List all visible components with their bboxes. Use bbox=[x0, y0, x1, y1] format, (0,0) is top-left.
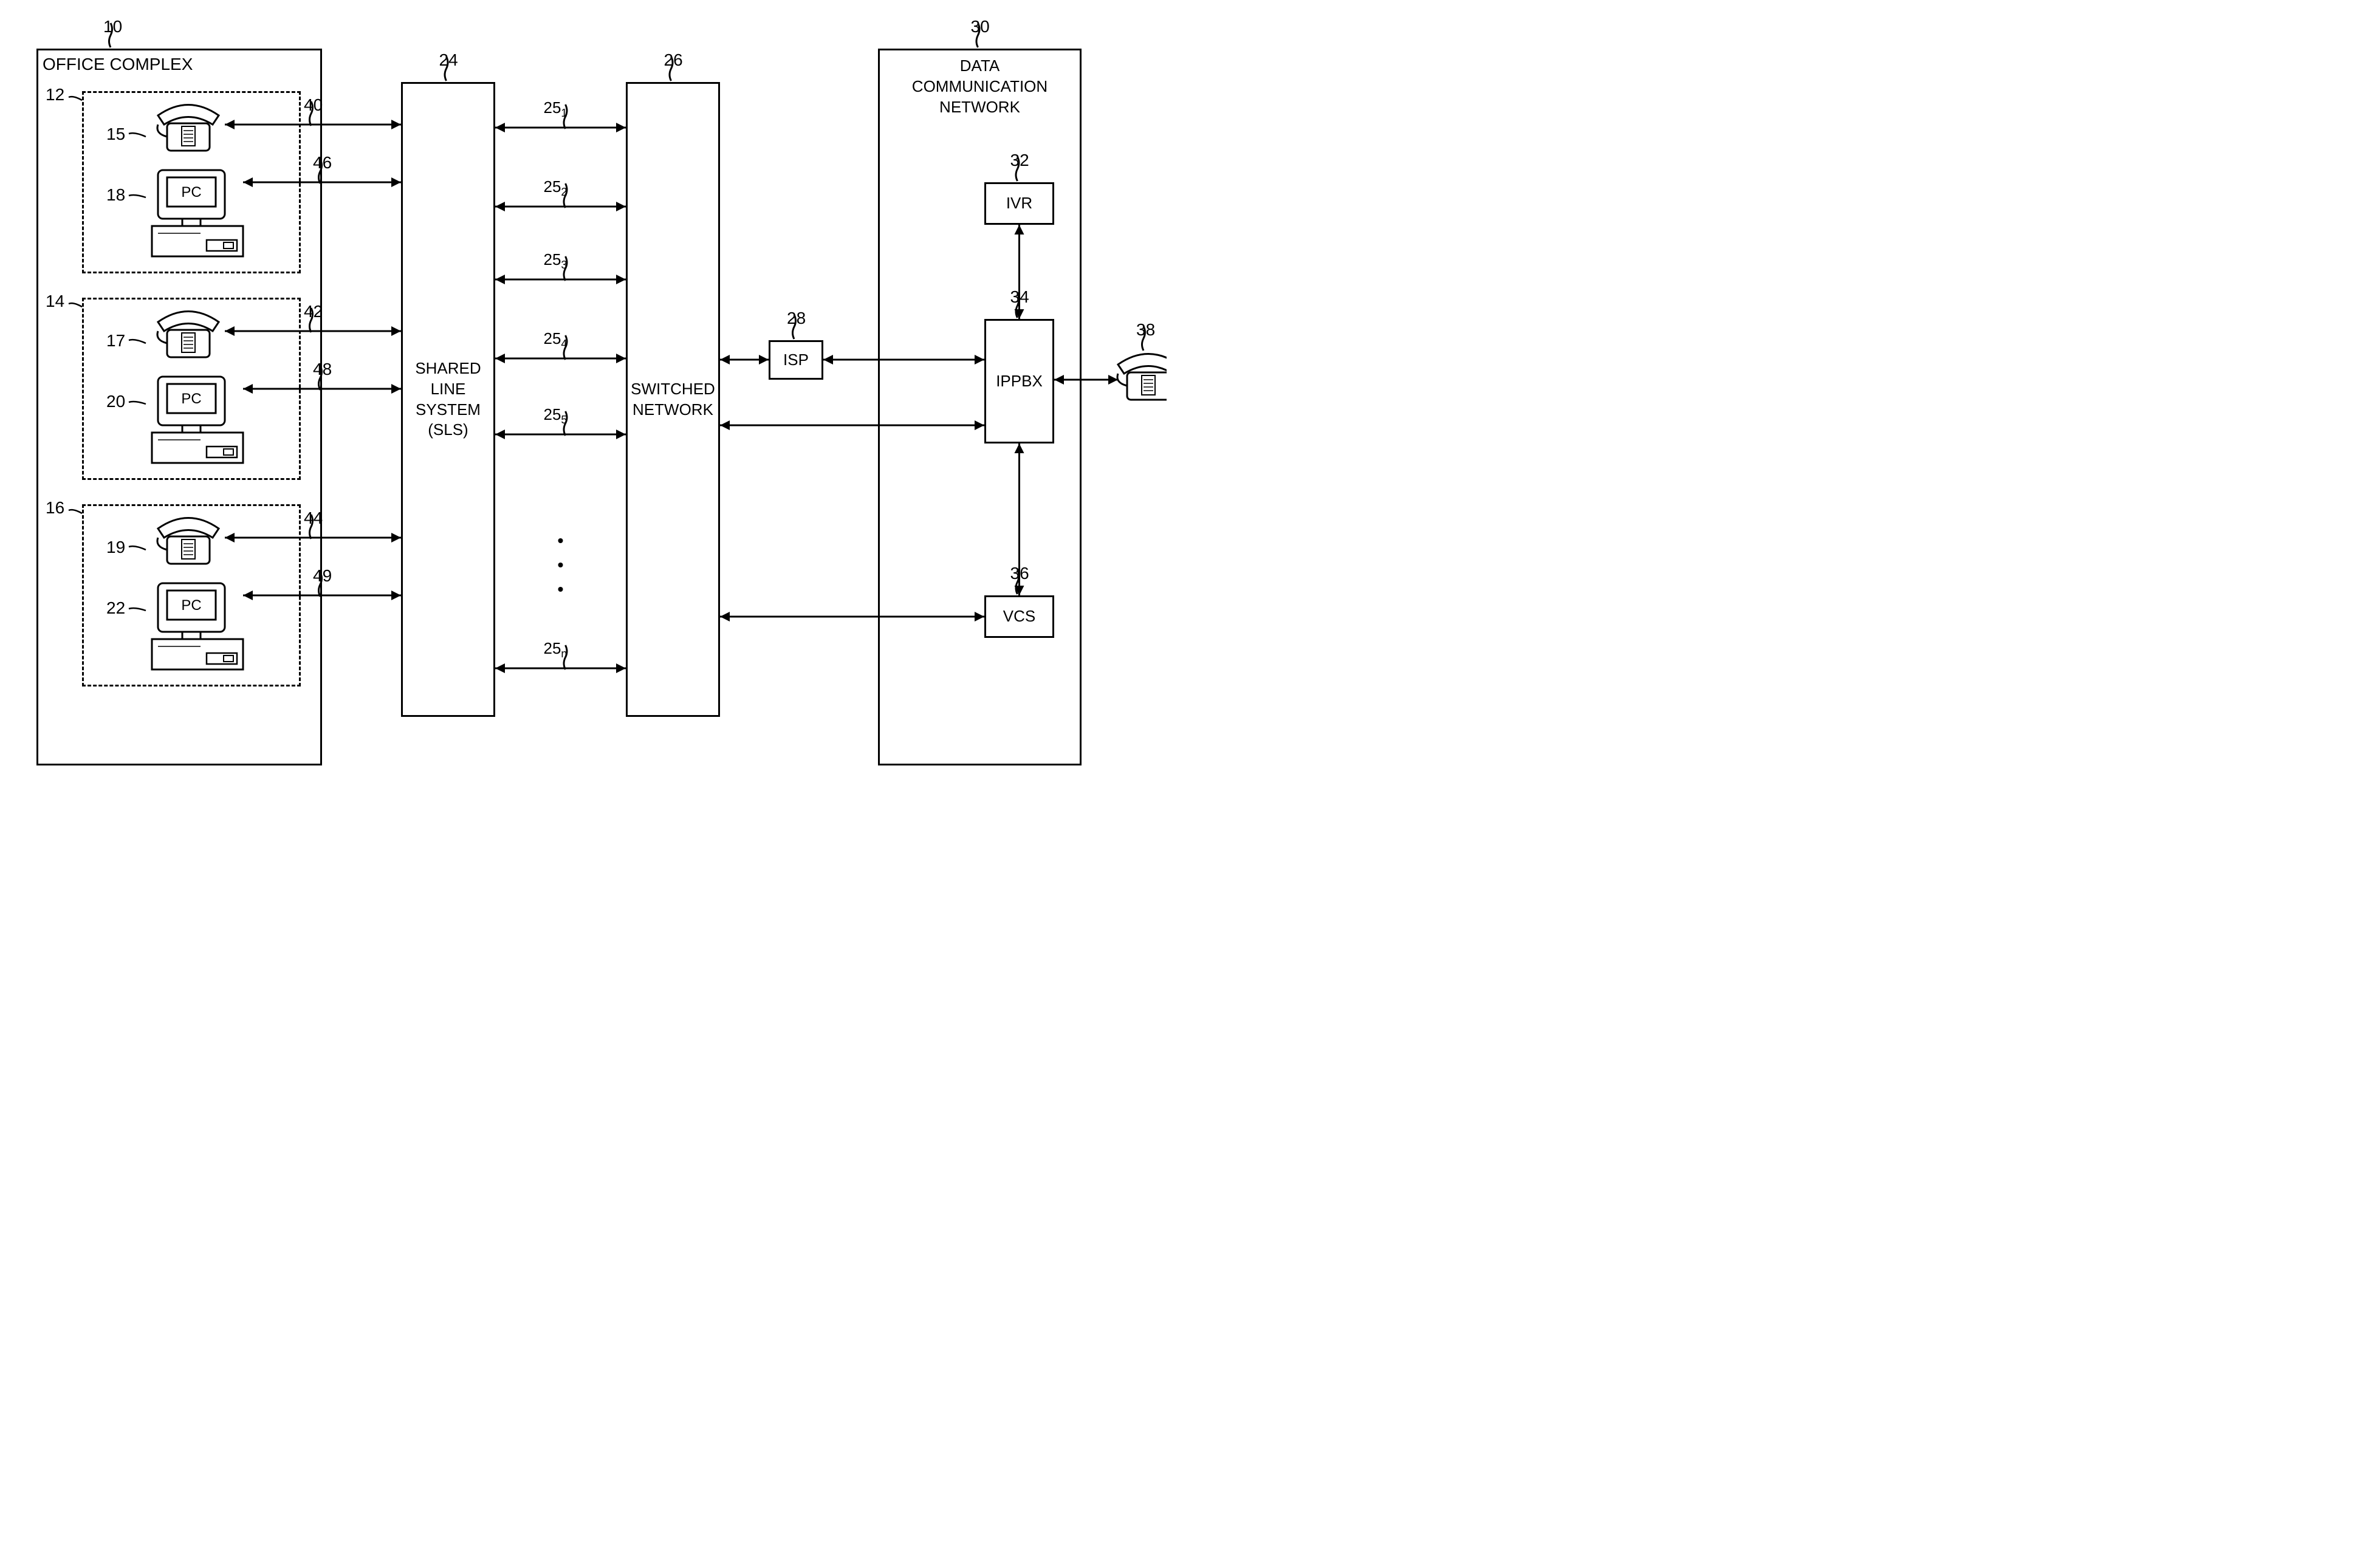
reference-number: 42 bbox=[304, 302, 323, 321]
reference-number: 14 bbox=[46, 292, 64, 311]
block-label: SWITCHEDNETWORK bbox=[626, 82, 720, 717]
reference-number: 49 bbox=[313, 566, 332, 586]
block-label: IVR bbox=[984, 182, 1054, 225]
reference-number: 26 bbox=[664, 50, 683, 70]
block-label: 254 bbox=[544, 329, 567, 351]
block-label: 25n bbox=[544, 639, 567, 660]
block-label: VCS bbox=[984, 595, 1054, 638]
reference-number: 48 bbox=[313, 360, 332, 379]
block-label: 253 bbox=[544, 250, 567, 272]
reference-number: 28 bbox=[787, 309, 806, 328]
reference-number: 17 bbox=[106, 331, 125, 351]
reference-number: 38 bbox=[1136, 320, 1155, 340]
reference-number: 18 bbox=[106, 185, 125, 205]
diagram-box bbox=[82, 91, 301, 273]
reference-number: 20 bbox=[106, 392, 125, 411]
block-label: ISP bbox=[769, 340, 823, 380]
diagram-box bbox=[82, 298, 301, 480]
reference-number: 46 bbox=[313, 153, 332, 173]
reference-number: 15 bbox=[106, 125, 125, 144]
block-label: 255 bbox=[544, 405, 567, 426]
reference-number: 34 bbox=[1010, 287, 1029, 307]
reference-number: 16 bbox=[46, 498, 64, 518]
reference-number: 12 bbox=[46, 85, 64, 104]
reference-number: 10 bbox=[103, 17, 122, 36]
reference-number: 32 bbox=[1010, 151, 1029, 170]
reference-number: 19 bbox=[106, 538, 125, 557]
block-label: SHAREDLINESYSTEM(SLS) bbox=[401, 82, 495, 717]
block-label: IPPBX bbox=[984, 319, 1054, 443]
block-label: 251 bbox=[544, 98, 567, 120]
block-label: 252 bbox=[544, 177, 567, 199]
reference-number: 44 bbox=[304, 508, 323, 528]
block-label: DATACOMMUNICATIONNETWORK bbox=[878, 56, 1082, 117]
reference-number: 24 bbox=[439, 50, 458, 70]
reference-number: 40 bbox=[304, 95, 323, 115]
reference-number: 36 bbox=[1010, 564, 1029, 583]
diagram-box bbox=[82, 504, 301, 686]
reference-number: 30 bbox=[971, 17, 990, 36]
reference-number: 22 bbox=[106, 598, 125, 618]
block-label: OFFICE COMPLEX bbox=[43, 55, 193, 74]
